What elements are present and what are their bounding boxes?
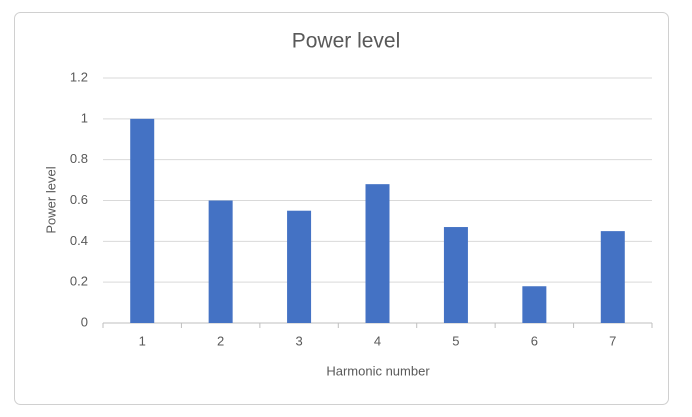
- y-tick-label: 0: [81, 314, 88, 329]
- y-tick-label: 0.8: [70, 151, 88, 166]
- x-tick-label: 3: [295, 333, 302, 348]
- chart-title: Power level: [292, 30, 401, 53]
- y-tick-label: 0.6: [70, 192, 88, 207]
- bar: [287, 210, 312, 323]
- y-tick-label: 1.2: [70, 69, 88, 84]
- x-tick-label: 1: [139, 333, 146, 348]
- y-tick-label: 0.2: [70, 274, 88, 289]
- y-axis-title: Power level: [43, 166, 58, 233]
- bar: [365, 184, 390, 323]
- bar: [130, 118, 155, 323]
- x-axis-title: Harmonic number: [326, 363, 430, 378]
- bar: [208, 200, 233, 323]
- x-tick-label: 7: [609, 333, 616, 348]
- x-tick-label: 6: [531, 333, 538, 348]
- bar: [443, 227, 468, 323]
- x-tick-label: 2: [217, 333, 224, 348]
- chart-frame: [14, 12, 669, 405]
- bar: [522, 286, 547, 323]
- bar: [600, 231, 625, 323]
- x-tick-label: 5: [452, 333, 459, 348]
- x-tick-label: 4: [374, 333, 381, 348]
- y-tick-label: 0.4: [70, 233, 88, 248]
- y-tick-label: 1: [81, 110, 88, 125]
